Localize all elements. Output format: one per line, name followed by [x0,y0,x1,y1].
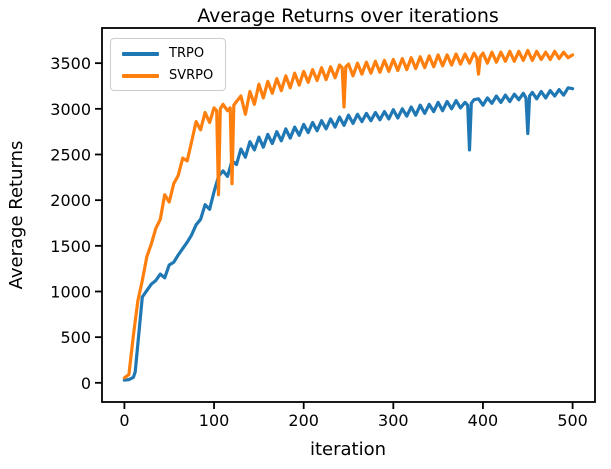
legend-label-trpo: TRPO [169,46,205,61]
y-tick-label: 500 [60,328,91,347]
x-tick-label: 0 [119,411,129,430]
y-tick-label: 1000 [50,282,91,301]
x-tick-label: 200 [288,411,319,430]
x-tick-label: 300 [378,411,409,430]
series-line-svrpo [122,48,575,380]
y-axis-label: Average Returns [6,141,27,290]
y-tick-label: 0 [81,374,91,393]
y-tick-label: 3000 [50,100,91,119]
series-line-trpo [122,86,575,382]
chart-title: Average Returns over iterations [197,5,499,27]
x-axis-label: iteration [310,439,386,460]
x-tick-label: 400 [468,411,499,430]
axis-ticks: 0 100 200 300 400 500 0 500 1000 1500 2000 2500 3000… [50,54,588,430]
plot-frame [101,27,596,403]
series-lines [122,48,575,382]
legend-item-trpo: TRPO [122,47,213,60]
y-tick-label: 3500 [50,54,91,73]
x-tick-label: 100 [199,411,230,430]
y-tick-label: 2000 [50,191,91,210]
x-tick-label: 500 [557,411,588,430]
legend-item-svrpo: SVRPO [122,69,213,82]
svrpo-line-swatch-icon [122,73,159,78]
legend: TRPO SVRPO [110,38,227,91]
legend-label-svrpo: SVRPO [169,68,214,83]
y-tick-label: 1500 [50,237,91,256]
trpo-line-swatch-icon [122,51,159,56]
y-tick-label: 2500 [50,145,91,164]
